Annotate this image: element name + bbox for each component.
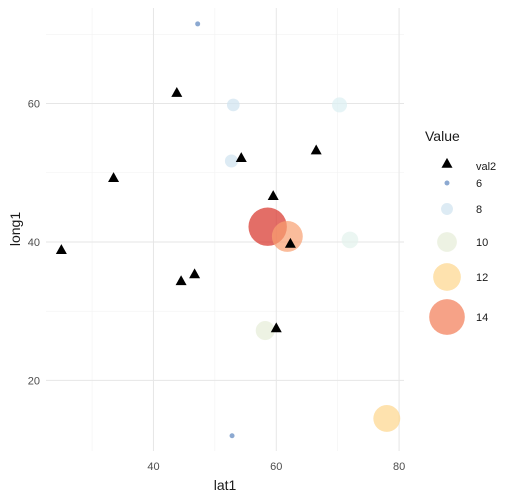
legend-size-key: [444, 180, 450, 186]
triangle-point: [55, 244, 67, 255]
y-axis-ticks: 20 40 60: [28, 99, 40, 388]
bubble-point: [271, 220, 303, 252]
x-tick-label: 40: [147, 461, 159, 473]
triangle-point: [108, 172, 120, 183]
bubble-point: [331, 97, 348, 113]
triangle-point: [189, 268, 201, 279]
legend-label: 8: [476, 204, 482, 216]
legend-size-key: [437, 232, 457, 252]
legend-triangle-key: [441, 157, 453, 168]
chart-marks: [55, 21, 401, 439]
legend-size-key: [429, 299, 465, 335]
triangle-point: [310, 144, 322, 155]
legend-label: 12: [476, 272, 488, 284]
legend-size-key: [441, 203, 453, 215]
y-tick-label: 60: [28, 99, 40, 111]
grid-lines: [46, 8, 404, 451]
bubble-point: [373, 405, 401, 432]
triangle-point: [235, 152, 247, 162]
bubble-point: [255, 321, 275, 341]
legend-title: Value: [425, 128, 460, 144]
bubble-point: [195, 21, 201, 27]
legend-label: 10: [476, 237, 488, 249]
y-tick-label: 40: [28, 237, 40, 249]
bubble-point: [229, 433, 235, 439]
triangle-point: [267, 190, 279, 201]
triangle-point: [270, 322, 282, 333]
x-tick-label: 60: [270, 461, 282, 473]
legend-label: 14: [476, 312, 488, 324]
legend-size-key: [433, 263, 461, 291]
triangle-point: [284, 237, 296, 248]
x-tick-label: 80: [393, 461, 405, 473]
legend-label: val2: [476, 161, 496, 173]
legend: Value val2 6 8 10 12 14: [425, 128, 496, 335]
x-axis-title: lat1: [214, 477, 237, 493]
triangle-point: [175, 275, 187, 286]
y-axis-title: long1: [7, 212, 23, 246]
plot-panel: [46, 8, 404, 451]
y-tick-label: 20: [28, 375, 40, 387]
bubble-point: [224, 154, 238, 168]
x-axis-ticks: 40 60 80: [147, 461, 405, 473]
bubble-point: [226, 98, 240, 112]
bubble-point: [341, 231, 359, 249]
triangle-point: [171, 87, 183, 97]
legend-label: 6: [476, 178, 482, 190]
